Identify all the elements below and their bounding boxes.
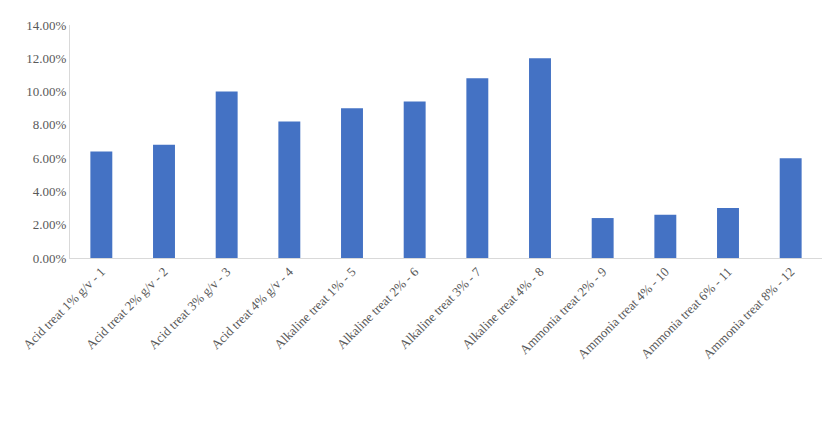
svg-text:Ammonia treat 4% - 10: Ammonia treat 4% - 10 bbox=[575, 264, 672, 361]
svg-text:14.00%: 14.00% bbox=[26, 18, 66, 33]
svg-text:2.00%: 2.00% bbox=[33, 217, 67, 232]
svg-text:Alkaline treat 1% - 5: Alkaline treat 1% - 5 bbox=[271, 264, 359, 352]
svg-text:Acid treat 3% g/v - 3: Acid treat 3% g/v - 3 bbox=[145, 264, 233, 352]
svg-text:12.00%: 12.00% bbox=[26, 51, 66, 66]
svg-text:Alkaline treat 3% - 7: Alkaline treat 3% - 7 bbox=[396, 264, 484, 352]
svg-text:4.00%: 4.00% bbox=[33, 184, 67, 199]
svg-text:Ammonia treat 2% - 9: Ammonia treat 2% - 9 bbox=[517, 264, 610, 357]
svg-text:Alkaline treat 4% - 8: Alkaline treat 4% - 8 bbox=[459, 264, 547, 352]
svg-text:Acid treat 4% g/v - 4: Acid treat 4% g/v - 4 bbox=[208, 264, 296, 352]
svg-text:Ammonia treat 8% - 12: Ammonia treat 8% - 12 bbox=[700, 264, 797, 361]
svg-text:Acid treat 1% g/v - 1: Acid treat 1% g/v - 1 bbox=[20, 264, 108, 352]
svg-text:8.00%: 8.00% bbox=[33, 117, 67, 132]
svg-text:10.00%: 10.00% bbox=[26, 84, 66, 99]
svg-text:Ammonia treat 6% - 11: Ammonia treat 6% - 11 bbox=[638, 264, 735, 361]
svg-text:Acid treat 2% g/v - 2: Acid treat 2% g/v - 2 bbox=[83, 264, 171, 352]
svg-text:Alkaline treat 2% - 6: Alkaline treat 2% - 6 bbox=[334, 264, 422, 352]
svg-text:6.00%: 6.00% bbox=[33, 151, 67, 166]
svg-text:0.00%: 0.00% bbox=[33, 251, 67, 266]
